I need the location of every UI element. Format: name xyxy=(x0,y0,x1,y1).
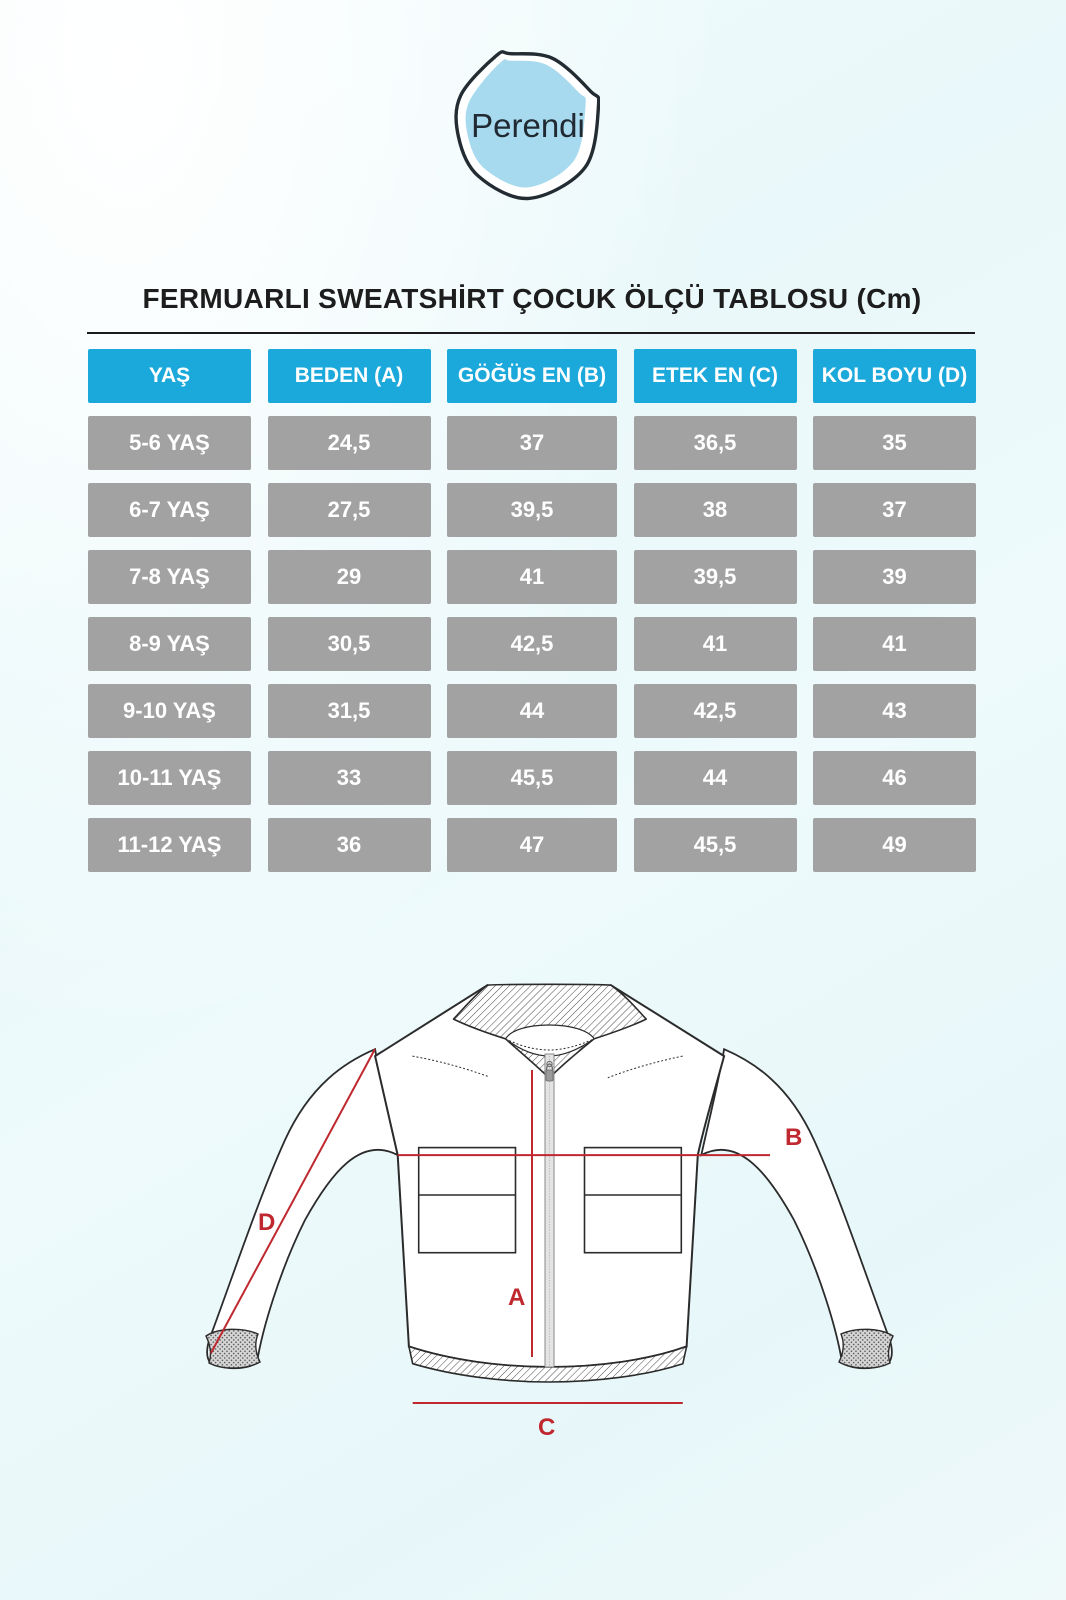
svg-text:D: D xyxy=(258,1209,275,1236)
svg-text:C: C xyxy=(538,1414,555,1441)
svg-text:Perendi: Perendi xyxy=(471,107,585,144)
svg-text:A: A xyxy=(508,1284,525,1311)
svg-text:B: B xyxy=(785,1124,802,1151)
